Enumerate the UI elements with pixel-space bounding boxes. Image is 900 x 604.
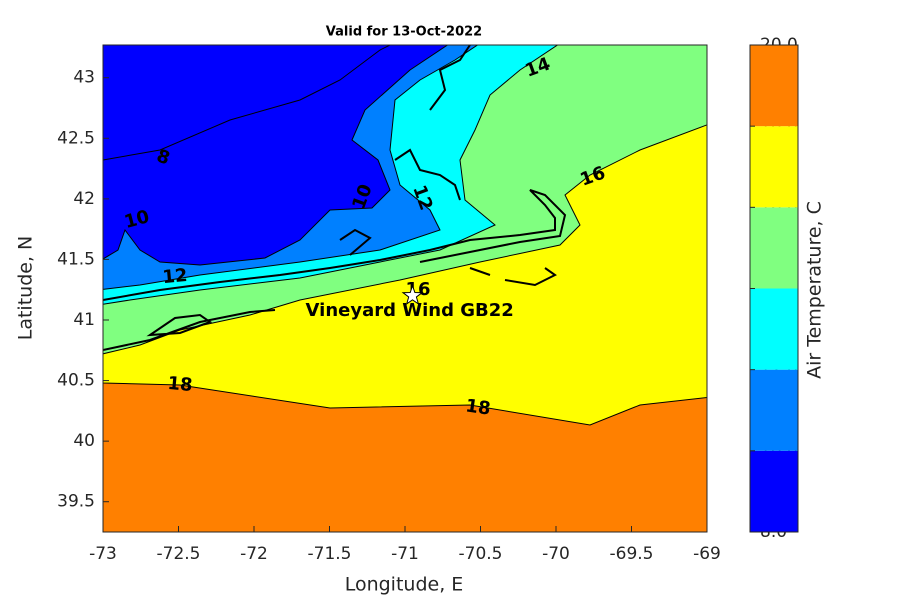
- contour-label: 12: [162, 265, 189, 288]
- y-tick-label: 40.5: [57, 371, 95, 391]
- coastline: [103, 45, 567, 351]
- colorbar-frame: [749, 44, 799, 533]
- contour-line: [103, 45, 391, 161]
- x-axis-label: Longitude, E: [345, 574, 464, 596]
- y-tick-label: 41: [73, 310, 95, 330]
- x-tick-label: -71: [391, 544, 419, 564]
- map-title: Valid for 13-Oct-2022: [326, 25, 482, 40]
- region-8-10: [103, 45, 449, 266]
- y-tick-label: 40: [73, 431, 95, 451]
- site-label: Vineyard Wind GB22: [306, 300, 514, 321]
- contour-label: 18: [464, 395, 492, 419]
- y-tick-label: 41.5: [57, 249, 95, 269]
- y-tick-label: 39.5: [57, 492, 95, 512]
- y-tick-label: 42.5: [57, 128, 95, 148]
- y-axis-label: Latitude, N: [15, 236, 37, 341]
- colorbar-label: Air Temperature, C: [804, 201, 826, 379]
- x-tick-label: -70: [542, 544, 570, 564]
- colorbar-segment: [750, 369, 798, 451]
- site-marker: [401, 284, 424, 306]
- colorbar-segment: [750, 126, 798, 208]
- contour-field: [103, 45, 707, 532]
- colorbar-segment: [750, 450, 798, 532]
- x-tick-label: -69.5: [610, 544, 654, 564]
- x-tick-label: -71.5: [308, 544, 352, 564]
- colorbar-segment: [750, 45, 798, 127]
- y-tick-label: 42: [73, 189, 95, 209]
- contour-label: 18: [167, 373, 194, 396]
- x-tick-label: -72: [240, 544, 268, 564]
- y-tick-label: 43: [73, 68, 95, 88]
- x-tick-label: -70.5: [459, 544, 503, 564]
- x-tick-label: -73: [89, 544, 117, 564]
- x-tick-label: -72.5: [157, 544, 201, 564]
- colorbar-segment: [750, 207, 798, 289]
- x-tick-label: -69: [693, 544, 721, 564]
- colorbar-segment: [750, 288, 798, 370]
